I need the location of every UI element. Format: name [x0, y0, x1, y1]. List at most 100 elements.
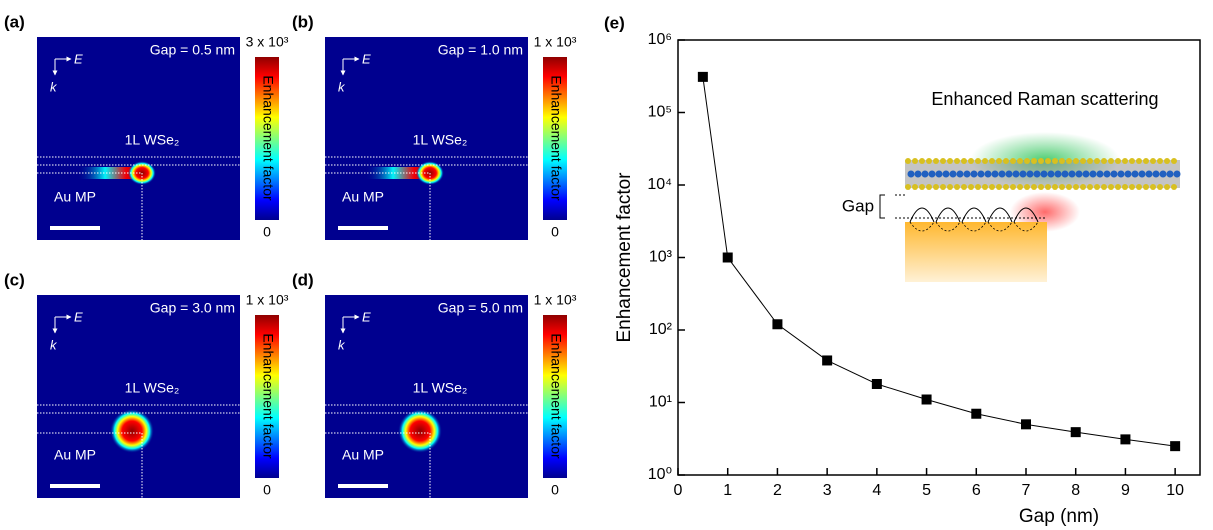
atom	[905, 158, 911, 164]
atom	[1136, 158, 1142, 164]
atom	[1110, 170, 1118, 178]
atom	[1152, 170, 1160, 178]
data-point	[921, 394, 932, 405]
atom	[1068, 170, 1076, 178]
atom	[1101, 184, 1107, 190]
k-label: k	[50, 79, 58, 94]
particle-edge	[325, 172, 431, 240]
atom	[1089, 170, 1097, 178]
e-label: E	[74, 51, 83, 66]
atom	[975, 158, 981, 164]
colorbar-min: 0	[551, 482, 559, 498]
atom	[982, 184, 988, 190]
gap-label: Gap = 0.5 nm	[150, 42, 235, 58]
atom	[1143, 158, 1149, 164]
atom	[1080, 184, 1086, 190]
particle-edge	[325, 432, 431, 498]
atom	[1150, 184, 1156, 190]
annotation: Enhanced Raman scattering	[931, 89, 1158, 109]
colorbar-min: 0	[263, 482, 271, 498]
x-tick-label: 4	[872, 482, 881, 499]
colorbar-max: 3 x 10³	[246, 34, 289, 50]
e-label: E	[362, 51, 371, 66]
atom	[1010, 158, 1016, 164]
atom	[1117, 170, 1125, 178]
atom	[1131, 170, 1139, 178]
k-label: k	[50, 337, 58, 352]
data-point	[1170, 441, 1181, 452]
atom	[919, 184, 925, 190]
atom	[961, 184, 967, 190]
atom	[1010, 184, 1016, 190]
atom	[1059, 158, 1065, 164]
atom	[1173, 170, 1181, 178]
atom	[975, 184, 981, 190]
x-tick-label: 5	[922, 482, 931, 499]
atom	[926, 158, 932, 164]
atom	[1108, 184, 1114, 190]
atom	[954, 158, 960, 164]
x-tick-label: 2	[773, 482, 782, 499]
atom	[984, 170, 992, 178]
atom	[1082, 170, 1090, 178]
atom	[968, 184, 974, 190]
atom	[1038, 184, 1044, 190]
atom	[1157, 158, 1163, 164]
data-point	[772, 319, 783, 330]
e-label: E	[74, 309, 83, 324]
atom	[1003, 184, 1009, 190]
atom	[989, 158, 995, 164]
heatmap-panel: Ek Gap = 0.5 nm 1L WSe₂ Au MP (a) 3 x 10³ 0 Enh…	[4, 12, 289, 240]
atom	[1087, 158, 1093, 164]
x-tick-label: 0	[674, 482, 683, 499]
atom	[926, 184, 932, 190]
atom	[1164, 158, 1170, 164]
y-tick-label: 10²	[649, 321, 673, 338]
atom	[949, 170, 957, 178]
atom	[935, 170, 943, 178]
atom	[1136, 184, 1142, 190]
atom	[963, 170, 971, 178]
atom	[914, 170, 922, 178]
y-tick-label: 10⁶	[648, 31, 672, 48]
atom	[1115, 158, 1121, 164]
atom	[947, 158, 953, 164]
colorbar	[255, 57, 279, 220]
heatmap-panel: Ek Gap = 1.0 nm 1L WSe₂ Au MP (b) 1 x 10³ 0 Enh…	[292, 12, 577, 240]
layer-label: 1L WSe₂	[125, 380, 180, 396]
atom	[1115, 184, 1121, 190]
atom	[1019, 170, 1027, 178]
colorbar-title: Enhancement factor	[260, 333, 276, 459]
colorbar-max: 1 x 10³	[246, 292, 289, 308]
particle-label: Au MP	[54, 189, 96, 205]
atom	[1033, 170, 1041, 178]
colorbar	[543, 315, 567, 478]
atom	[1031, 158, 1037, 164]
atom	[1052, 158, 1058, 164]
atom	[905, 184, 911, 190]
atom	[956, 170, 964, 178]
atom	[1061, 170, 1069, 178]
y-tick-label: 10³	[649, 249, 673, 266]
x-axis-title: Gap (nm)	[1019, 506, 1099, 527]
atom	[1122, 184, 1128, 190]
atom	[933, 184, 939, 190]
atom	[1166, 170, 1174, 178]
heatmap-panel: Ek Gap = 3.0 nm 1L WSe₂ Au MP (c) 1 x 10³ 0 Enh…	[4, 270, 289, 498]
particle-edge	[37, 432, 143, 498]
x-tick-label: 6	[972, 482, 981, 499]
e-label: E	[362, 309, 371, 324]
atom	[1122, 158, 1128, 164]
panel-label: (d)	[292, 270, 314, 289]
atom	[912, 184, 918, 190]
data-point	[822, 355, 833, 366]
x-tick-label: 8	[1071, 482, 1080, 499]
atom	[1129, 158, 1135, 164]
atom	[907, 170, 915, 178]
layer-label: 1L WSe₂	[413, 132, 468, 148]
panel-label: (a)	[4, 12, 25, 31]
atom	[1101, 158, 1107, 164]
layer-label: 1L WSe₂	[125, 132, 180, 148]
atom	[1129, 184, 1135, 190]
atom	[1054, 170, 1062, 178]
